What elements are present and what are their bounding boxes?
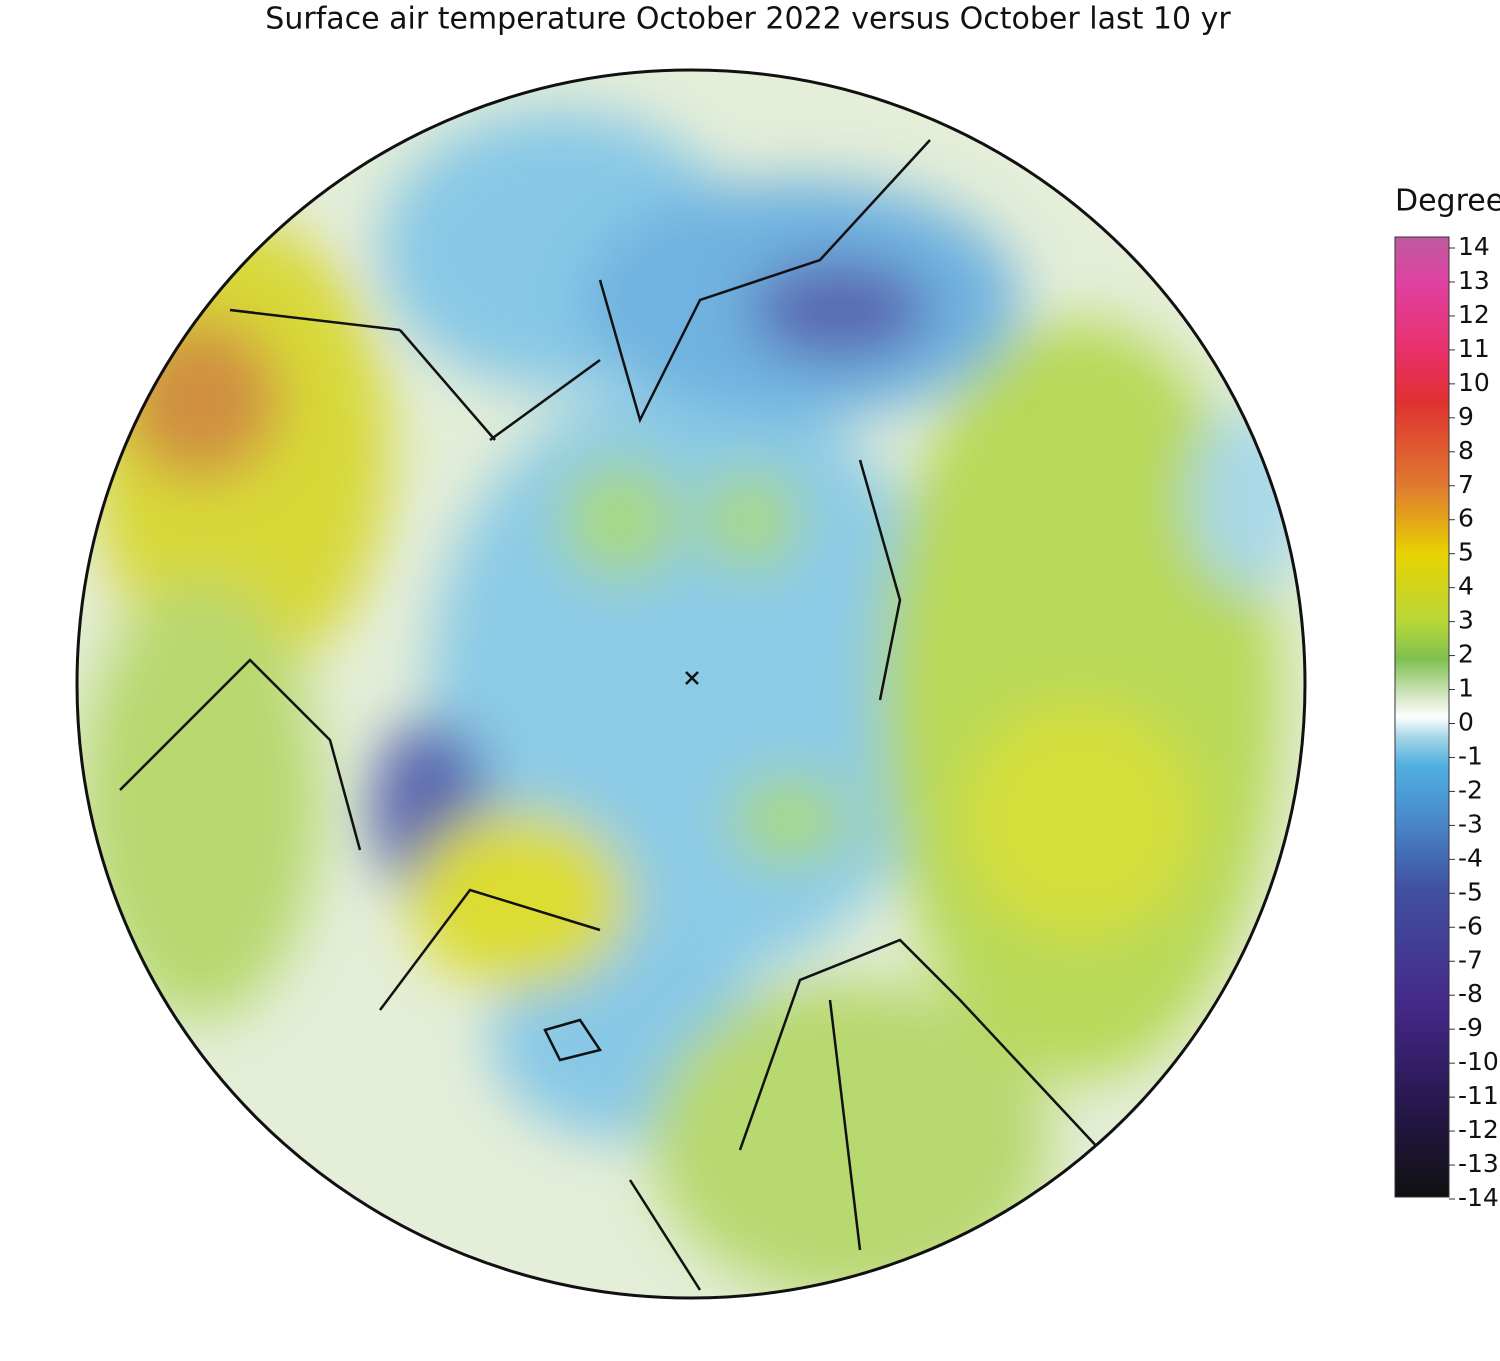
colorbar-tick-label: 8: [1458, 436, 1474, 465]
colorbar-tick-label: 12: [1458, 300, 1490, 329]
colorbar-tick-label: 14: [1458, 232, 1490, 261]
colorbar-tick-label: 2: [1458, 640, 1474, 669]
colorbar-tick-label: -5: [1458, 877, 1483, 906]
colorbar-tick-label: 10: [1458, 368, 1490, 397]
colorbar-tick-label: 13: [1458, 266, 1490, 295]
colorbar-tick-label: -13: [1458, 1149, 1499, 1178]
colorbar-tick-label: -3: [1458, 809, 1483, 838]
colorbar-tick-label: 6: [1458, 504, 1474, 533]
colorbar-tick-label: 4: [1458, 572, 1474, 601]
colorbar-tick-label: -9: [1458, 1013, 1483, 1042]
colorbar-tick-label: -12: [1458, 1115, 1499, 1144]
colorbar: [1394, 236, 1450, 1198]
colorbar-tick-label: 11: [1458, 334, 1490, 363]
colorbar-tick-label: -11: [1458, 1081, 1499, 1110]
colorbar-tick-label: -1: [1458, 741, 1483, 770]
colorbar-tick-label: -8: [1458, 979, 1483, 1008]
colorbar-tick-label: 5: [1458, 538, 1474, 567]
colorbar-tick-label: -7: [1458, 945, 1483, 974]
title: Surface air temperature October 2022 ver…: [265, 2, 1231, 37]
colorbar-tick-label: 0: [1458, 708, 1474, 737]
colorbar-label: Degrees C: [1395, 184, 1500, 219]
colorbar-tick-label: -6: [1458, 911, 1483, 940]
colorbar-tick-label: 9: [1458, 402, 1474, 431]
colorbar-tick-label: 7: [1458, 470, 1474, 499]
map-border: [75, 68, 1307, 1300]
colorbar-tick-label: 3: [1458, 606, 1474, 635]
colorbar-tick-label: -14: [1458, 1183, 1499, 1212]
colorbar-tick-label: 1: [1458, 674, 1474, 703]
colorbar-tick-label: -4: [1458, 843, 1483, 872]
colorbar-tick-label: -2: [1458, 775, 1483, 804]
colorbar-tick-label: -10: [1458, 1047, 1499, 1076]
